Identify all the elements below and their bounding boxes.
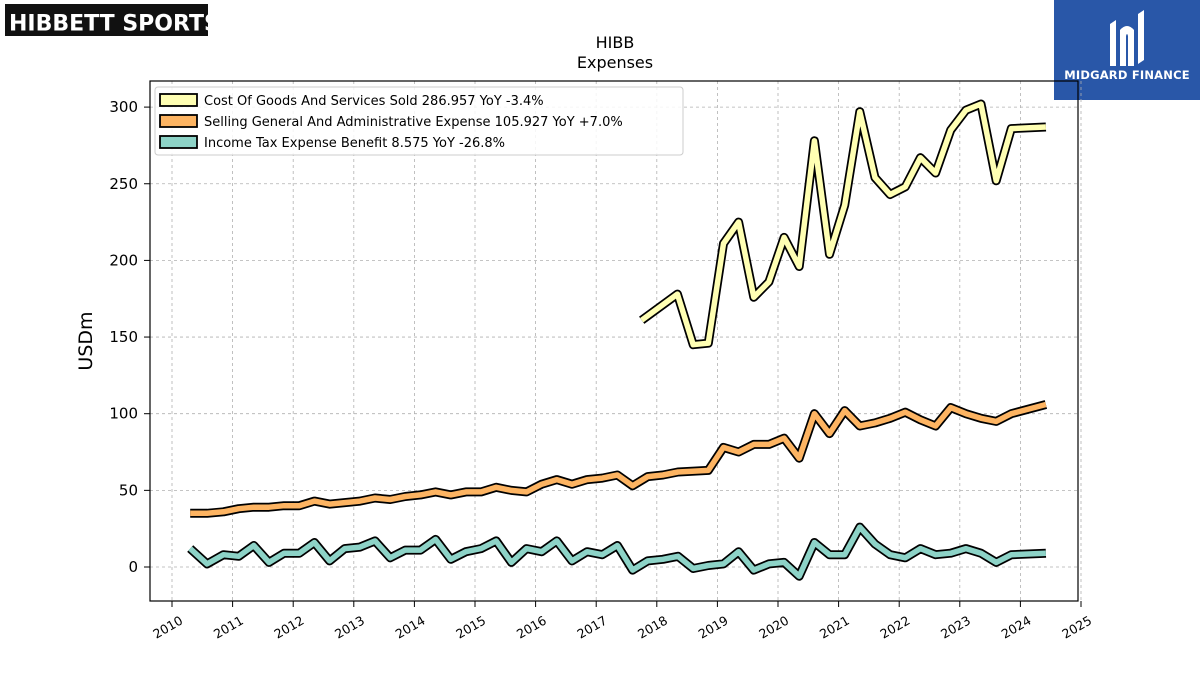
series-line-2	[188, 524, 1047, 579]
series-line-0	[640, 101, 1047, 348]
legend-entry: Selling General And Administrative Expen…	[204, 115, 623, 130]
x-tick-label: 2015	[453, 613, 488, 642]
x-tick-label: 2016	[514, 613, 549, 642]
legend-entry: Cost Of Goods And Services Sold 286.957 …	[204, 94, 544, 109]
y-tick-label: 250	[109, 175, 138, 193]
x-tick-label: 2014	[393, 613, 428, 642]
series-lines	[187, 99, 1048, 581]
hibbett-sports-logo: HIBBETT SPORTS®	[5, 4, 208, 36]
hibbett-logo-text: HIBBETT SPORTS	[9, 11, 208, 36]
midgard-finance-logo: MIDGARD FINANCE	[1054, 0, 1200, 100]
legend-swatch	[159, 93, 198, 107]
legend-frame	[154, 86, 684, 156]
legend-swatch	[159, 135, 198, 149]
x-tick-label: 2022	[877, 613, 912, 642]
y-axis-ticks: 0 50 100 150 200 250 300	[109, 98, 150, 576]
x-tick-label: 2011	[211, 613, 246, 642]
x-tick-label: 2012	[271, 613, 306, 642]
x-tick-label: 2013	[332, 613, 367, 642]
y-tick-label: 300	[109, 98, 138, 116]
x-tick-label: 2010	[150, 613, 185, 642]
x-tick-label: 2019	[696, 613, 731, 642]
y-tick-label: 100	[109, 405, 138, 423]
legend-entry: Income Tax Expense Benefit 8.575 YoY -26…	[204, 136, 505, 151]
legend-swatch	[159, 114, 198, 128]
legend: Cost Of Goods And Services Sold 286.957 …	[154, 86, 684, 156]
y-tick-label: 150	[109, 328, 138, 346]
midgard-mark-icon	[1110, 10, 1144, 66]
chart-subtitle: Expenses	[577, 53, 653, 72]
x-tick-label: 2025	[1059, 613, 1094, 642]
chart-title: HIBB	[596, 33, 635, 52]
x-tick-label: 2023	[938, 613, 973, 642]
x-axis-ticks: 2010 2011 2012 2013 2014 2015 2016 2017 2018 2019…	[150, 601, 1094, 642]
x-tick-label: 2024	[999, 613, 1034, 642]
midgard-logo-text: MIDGARD FINANCE	[1064, 68, 1190, 82]
x-tick-label: 2020	[756, 613, 791, 642]
y-tick-label: 50	[119, 481, 138, 499]
y-tick-label: 200	[109, 251, 138, 269]
plot-frame	[149, 80, 1079, 602]
series-outline-0	[639, 99, 1047, 350]
x-tick-label: 2018	[635, 613, 670, 642]
x-tick-label: 2021	[817, 613, 852, 642]
series-line-1	[190, 401, 1047, 517]
x-tick-label: 2017	[574, 613, 609, 642]
y-axis-label: USDm	[75, 311, 97, 370]
y-tick-label: 0	[128, 558, 138, 576]
